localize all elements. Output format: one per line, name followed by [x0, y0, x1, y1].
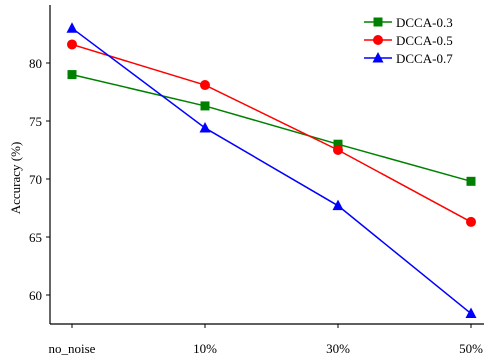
x-tick-label: 50%	[459, 341, 483, 355]
series-dcca-0-5	[67, 39, 476, 227]
data-point	[465, 307, 477, 319]
axes: 60 65 70 75 80 no_noise 10% 30% 50%	[29, 5, 484, 356]
legend-label: DCCA-0.7	[396, 51, 453, 66]
data-point	[66, 22, 78, 33]
legend-item: DCCA-0.7	[364, 51, 453, 66]
data-point	[200, 80, 210, 91]
y-tick-label: 65	[29, 230, 42, 245]
data-point	[199, 121, 211, 133]
x-tick-label: no_noise	[49, 341, 96, 355]
legend-marker	[372, 52, 384, 63]
legend-label: DCCA-0.3	[396, 15, 453, 30]
data-point	[67, 70, 77, 80]
series-dcca-0-7	[66, 22, 477, 319]
data-point	[333, 139, 343, 149]
legend-marker	[373, 17, 383, 27]
series-layer	[66, 22, 477, 319]
data-point	[333, 145, 343, 155]
series-line	[71, 43, 472, 223]
data-point	[67, 39, 77, 50]
y-tick-label: 60	[29, 288, 42, 303]
legend-label: DCCA-0.5	[396, 33, 453, 48]
x-tick-label: 10%	[193, 341, 217, 355]
series-line	[71, 73, 472, 183]
series-line	[71, 27, 472, 315]
y-axis-label: Accuracy (%)	[8, 142, 23, 215]
data-point	[332, 199, 344, 211]
data-point	[466, 176, 476, 186]
y-tick-label: 70	[29, 172, 42, 187]
x-tick-label: 30%	[326, 341, 350, 355]
series-dcca-0-3	[67, 70, 476, 186]
y-tick-label: 80	[29, 56, 42, 71]
data-point	[466, 216, 476, 227]
y-tick-label: 75	[29, 114, 42, 129]
legend-item: DCCA-0.5	[364, 33, 453, 48]
legend-marker	[373, 35, 383, 45]
data-point	[200, 101, 210, 111]
legend: DCCA-0.3 DCCA-0.5 DCCA-0.7	[364, 15, 453, 66]
legend-item: DCCA-0.3	[364, 15, 453, 30]
